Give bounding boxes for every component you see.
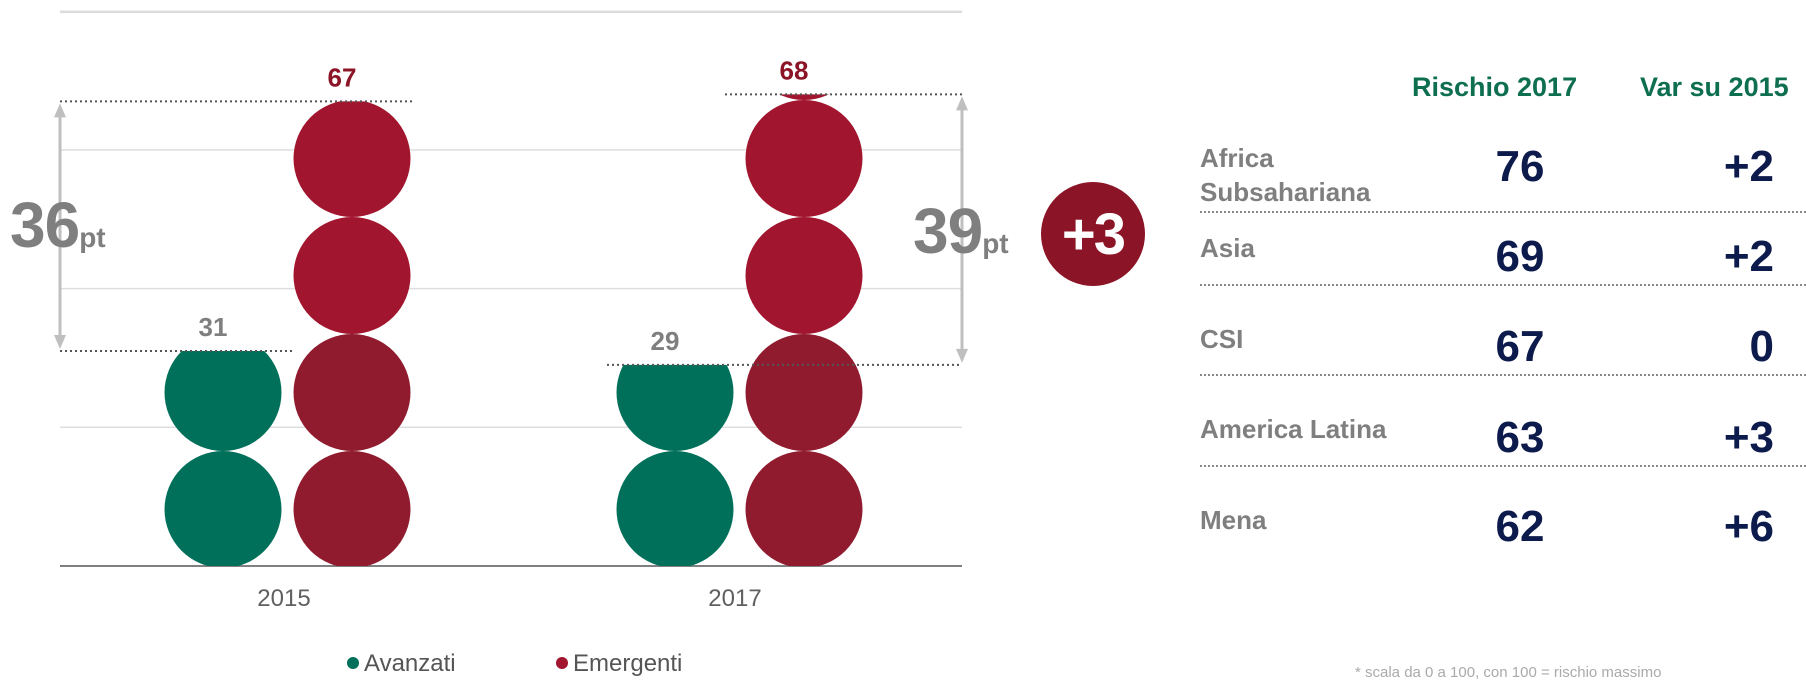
x-tick-label: 2015	[257, 585, 310, 612]
pill	[165, 100, 282, 217]
legend-avanzati-dot	[347, 657, 359, 669]
data-label: 67	[328, 62, 357, 92]
row-divider	[1200, 284, 1806, 286]
gap-label-2017: 39pt	[913, 194, 1009, 268]
row-var: +2	[1723, 142, 1774, 191]
row-divider	[1200, 211, 1806, 213]
row-var: +3	[1723, 413, 1774, 462]
legend-avanzati: Avanzati	[347, 650, 456, 678]
pill	[617, 100, 734, 217]
gap-arrow-2015-head-top	[54, 103, 66, 118]
pill	[293, 101, 411, 217]
avanzati-bar-2015	[164, 0, 282, 566]
row-divider	[1200, 465, 1806, 467]
gap-value-2015: 36	[10, 189, 80, 261]
row-divider	[1200, 374, 1806, 376]
header-var: Var su 2015	[1640, 72, 1789, 102]
x-tick-label: 2017	[708, 585, 761, 612]
gap-arrow-2017-head-top	[956, 96, 968, 111]
pill	[745, 451, 863, 566]
gap-value-2017: 39	[913, 195, 983, 267]
row-name: Mena	[1200, 505, 1267, 535]
gap-unit-2017: pt	[982, 228, 1009, 259]
row-name: America Latina	[1200, 414, 1387, 444]
emergenti-bar-2015	[293, 101, 411, 566]
row-var: 0	[1749, 322, 1774, 371]
bar-pills	[616, 0, 734, 566]
data-label: 31	[199, 312, 228, 342]
row-risk: 69	[1495, 232, 1545, 281]
legend-emergenti-label: Emergenti	[573, 650, 683, 677]
legend-avanzati-label: Avanzati	[364, 650, 456, 677]
pill	[165, 0, 282, 100]
gap-arrow-2017-head-bottom	[956, 348, 968, 363]
row-risk: 76	[1495, 142, 1545, 191]
footnote: * scala da 0 a 100, con 100 = rischio ma…	[1355, 664, 1662, 681]
emergenti-bar-2017	[745, 94, 863, 566]
pill	[617, 0, 734, 100]
legend-emergenti-dot	[556, 657, 568, 669]
legend-emergenti: Emergenti	[556, 650, 682, 678]
row-var: +6	[1723, 502, 1774, 551]
row-var: +2	[1723, 232, 1774, 281]
bar-pills	[745, 94, 863, 566]
row-name: Asia	[1200, 233, 1255, 263]
gap-unit-2015: pt	[79, 222, 106, 253]
pill	[164, 451, 282, 566]
avanzati-bar-2017	[616, 0, 734, 566]
pill	[293, 334, 411, 451]
pill	[779, 94, 829, 100]
pill	[617, 217, 734, 334]
row-name: Africa Subsahariana	[1200, 143, 1371, 207]
pill	[616, 451, 734, 566]
row-name: CSI	[1200, 324, 1244, 354]
bar-pills	[293, 101, 411, 566]
data-label: 29	[651, 326, 680, 356]
row-risk: 62	[1495, 502, 1545, 551]
pill	[293, 217, 411, 334]
row-risk: 63	[1495, 413, 1545, 462]
pill	[745, 217, 863, 334]
risk-table: Rischio 2017 Var su 2015 Africa Subsahar…	[1190, 0, 1806, 675]
pill	[293, 451, 411, 566]
gap-label-2015: 36pt	[10, 188, 106, 262]
header-risk: Rischio 2017	[1412, 72, 1578, 102]
gap-arrow-2015-head-bottom	[54, 335, 66, 350]
bar-pills	[164, 0, 282, 566]
pill	[745, 334, 863, 451]
delta-badge: +3	[1041, 182, 1145, 286]
data-label: 68	[780, 55, 809, 85]
row-risk: 67	[1495, 322, 1545, 371]
pill	[616, 364, 734, 451]
pill	[745, 100, 863, 217]
pill	[164, 351, 282, 451]
